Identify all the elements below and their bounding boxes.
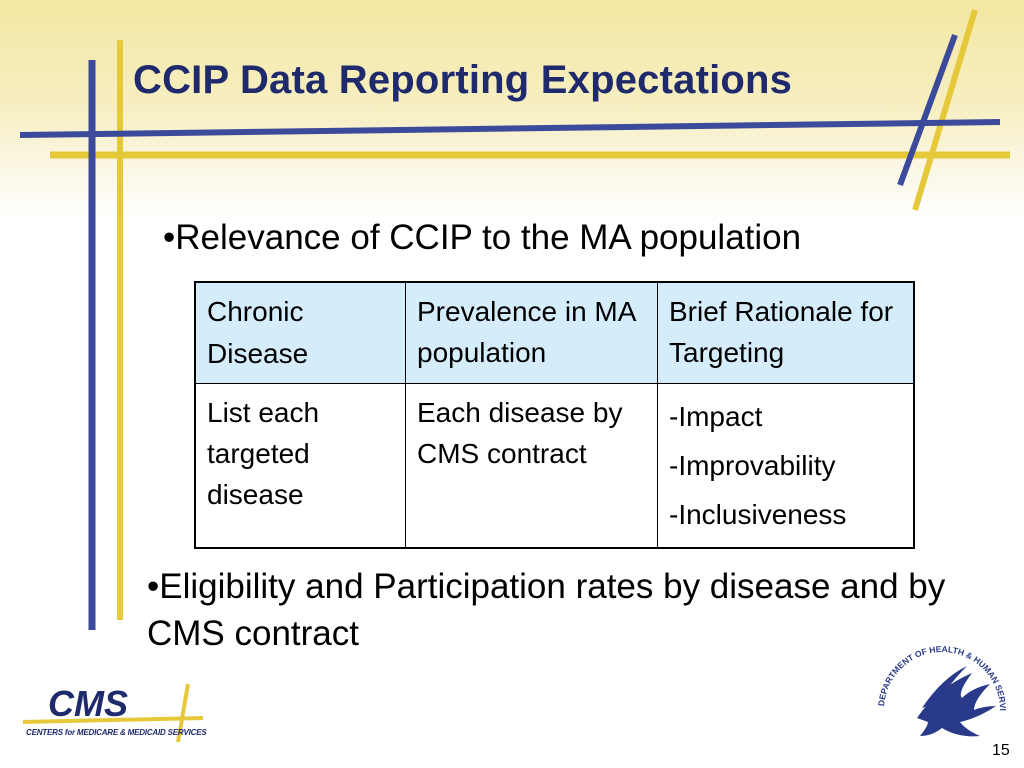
- bullet-relevance: •Relevance of CCIP to the MA population: [163, 218, 802, 257]
- rationale-improvability: -Improvability: [669, 450, 836, 481]
- cell-list-diseases: List each targeted disease: [194, 383, 406, 549]
- cms-tagline: CENTERS for MEDICARE & MEDICAID SERVICES: [26, 728, 207, 737]
- table-row: List each targeted disease Each disease …: [194, 383, 915, 549]
- hhs-eagle-seal-icon: DEPARTMENT OF HEALTH & HUMAN SERVICES · …: [862, 618, 1008, 737]
- cms-logo-text: CMS: [48, 683, 128, 724]
- cell-rationale-list: -Impact -Improvability -Inclusiveness: [657, 383, 915, 549]
- bullet-eligibility: •Eligibility and Participation rates by …: [147, 567, 946, 653]
- slide-title: CCIP Data Reporting Expectations: [133, 58, 793, 102]
- header-chronic-line2: Disease: [207, 338, 309, 369]
- cms-logo: CMS: [22, 683, 204, 743]
- rationale-impact: -Impact: [669, 401, 763, 432]
- header-rationale: Brief Rationale for Targeting: [657, 281, 915, 384]
- header-prevalence: Prevalence in MA population: [405, 281, 658, 384]
- page-number: 15: [992, 742, 1010, 759]
- header-chronic-disease: Chronic Disease: [194, 281, 406, 384]
- table-header-row: Chronic Disease Prevalence in MA populat…: [194, 281, 915, 384]
- rationale-inclusiveness: -Inclusiveness: [669, 499, 847, 530]
- header-chronic-line1: Chronic: [207, 296, 304, 327]
- cell-each-disease: Each disease by CMS contract: [405, 383, 658, 549]
- ccip-table: Chronic Disease Prevalence in MA populat…: [194, 281, 915, 549]
